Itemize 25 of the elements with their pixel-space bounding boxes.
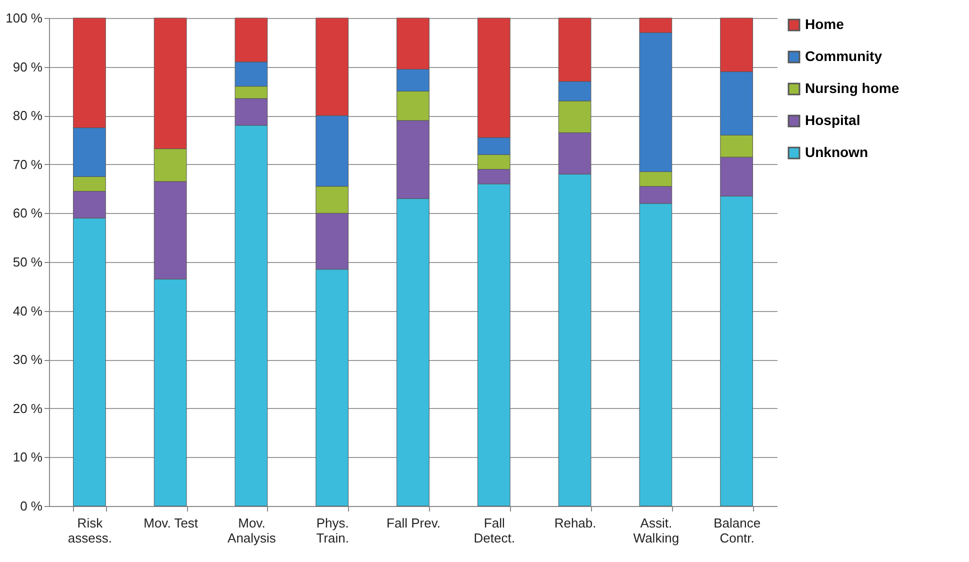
x-tick-label: Phys. Train. (316, 516, 349, 546)
x-tick-label: Rehab. (554, 516, 596, 530)
y-tick-label: 90 % (12, 59, 43, 74)
y-tick-label: 70 % (12, 156, 43, 172)
x-tick-label: Risk assess. (68, 516, 112, 546)
legend-label: Nursing home (805, 80, 900, 96)
y-tick-label: 40 % (12, 303, 43, 318)
y-tick-label: 20 % (12, 400, 43, 416)
y-tick-label: 60 % (12, 206, 43, 221)
legend-label: Unknown (805, 144, 868, 160)
legend-label: Community (805, 48, 882, 64)
y-tick-label: 100 % (6, 10, 43, 26)
y-tick-label: 10 % (12, 450, 43, 465)
y-tick-label: 30 % (12, 352, 43, 368)
y-tick-label: 0 % (20, 498, 43, 514)
y-tick-label: 80 % (12, 108, 43, 124)
x-tick-label: Fall Detect. (474, 516, 515, 546)
legend-label: Home (805, 16, 844, 32)
x-tick-label: Balance Contr. (714, 516, 761, 546)
y-tick-label: 50 % (12, 254, 43, 270)
x-tick-label: Fall Prev. (386, 516, 440, 530)
x-tick-label: Mov. Test (144, 516, 198, 530)
legend-label: Hospital (805, 112, 860, 128)
x-tick-label: Mov. Analysis (228, 516, 276, 546)
x-tick-label: Assit. Walking (633, 516, 680, 546)
